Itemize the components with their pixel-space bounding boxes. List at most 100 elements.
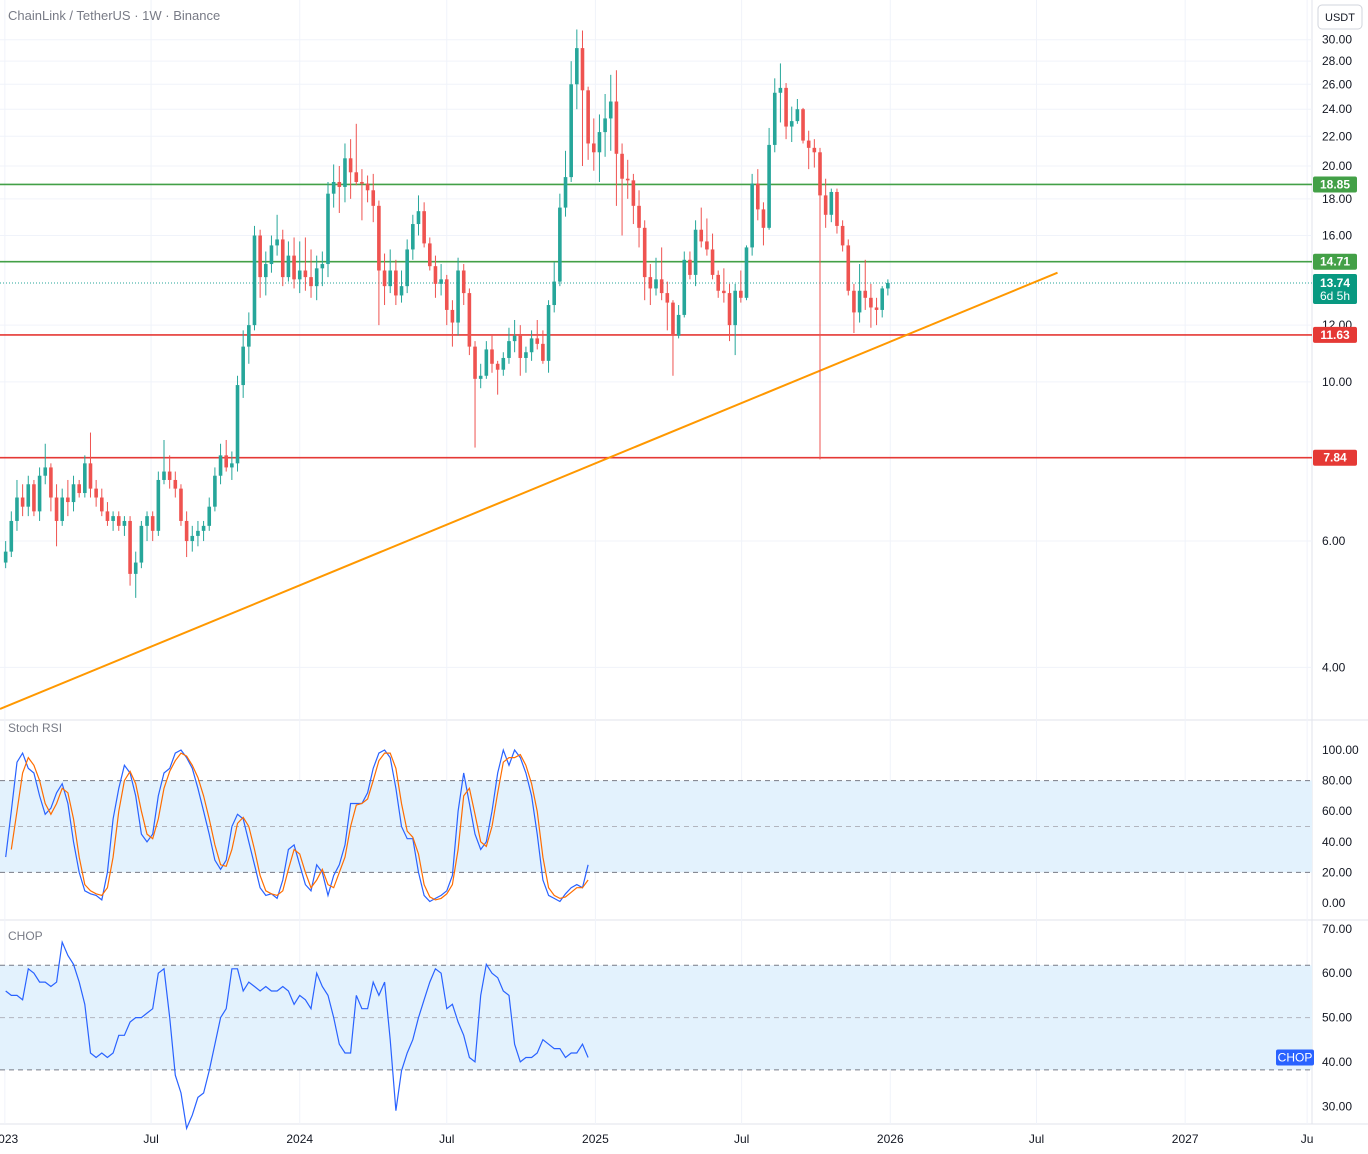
candle[interactable]	[20, 484, 25, 517]
candle[interactable]	[665, 281, 670, 331]
candle[interactable]	[247, 312, 251, 364]
candle[interactable]	[806, 130, 811, 170]
candle[interactable]	[733, 283, 737, 356]
candle[interactable]	[541, 330, 545, 364]
candle[interactable]	[111, 511, 115, 531]
candle[interactable]	[303, 237, 308, 291]
candle[interactable]	[26, 475, 31, 517]
stoch-d-line[interactable]	[10, 752, 589, 901]
candle[interactable]	[269, 235, 274, 273]
candle[interactable]	[744, 245, 749, 301]
candle[interactable]	[597, 114, 602, 182]
candle[interactable]	[3, 541, 8, 569]
candle[interactable]	[9, 511, 14, 558]
candle[interactable]	[846, 239, 851, 296]
candle[interactable]	[433, 255, 438, 298]
candle[interactable]	[156, 471, 161, 536]
candle[interactable]	[371, 173, 376, 223]
candle[interactable]	[388, 249, 393, 294]
candle[interactable]	[784, 83, 788, 140]
candle[interactable]	[83, 455, 87, 498]
candle[interactable]	[580, 30, 585, 167]
candle[interactable]	[761, 202, 766, 246]
candle[interactable]	[320, 251, 325, 287]
candle[interactable]	[812, 139, 817, 168]
candle[interactable]	[405, 239, 409, 294]
candle[interactable]	[450, 300, 455, 347]
candle[interactable]	[778, 63, 783, 123]
candle[interactable]	[377, 200, 381, 326]
candle[interactable]	[15, 479, 19, 531]
candle[interactable]	[331, 164, 336, 208]
candle[interactable]	[88, 432, 93, 498]
candle[interactable]	[139, 520, 144, 569]
candle[interactable]	[693, 220, 698, 287]
candle[interactable]	[524, 346, 528, 373]
candle[interactable]	[326, 181, 330, 278]
price-axis[interactable]: 4.006.0010.0012.0016.0018.0020.0022.0024…	[1276, 33, 1359, 1114]
candle[interactable]	[501, 352, 506, 376]
candle[interactable]	[286, 241, 291, 282]
candle[interactable]	[507, 327, 511, 364]
candle[interactable]	[755, 169, 760, 221]
candle[interactable]	[77, 479, 81, 498]
candle[interactable]	[750, 173, 754, 256]
candle[interactable]	[411, 214, 415, 260]
candles[interactable]	[3, 29, 890, 598]
candle[interactable]	[625, 159, 630, 199]
candle[interactable]	[789, 106, 794, 143]
candle[interactable]	[688, 251, 692, 280]
candle[interactable]	[218, 443, 223, 485]
candle[interactable]	[309, 249, 313, 298]
candle[interactable]	[591, 118, 596, 171]
candle[interactable]	[399, 270, 404, 303]
candle[interactable]	[201, 520, 206, 542]
candle[interactable]	[292, 237, 296, 289]
candle[interactable]	[94, 479, 98, 507]
candle[interactable]	[71, 475, 76, 512]
candle[interactable]	[739, 270, 743, 303]
candle[interactable]	[337, 166, 342, 213]
candle[interactable]	[705, 218, 709, 256]
candle[interactable]	[224, 439, 229, 472]
candle[interactable]	[473, 341, 477, 448]
candle[interactable]	[546, 300, 551, 373]
candle[interactable]	[767, 127, 771, 230]
candle[interactable]	[167, 455, 172, 489]
candle[interactable]	[642, 220, 647, 301]
currency-button[interactable]: USDT	[1317, 4, 1363, 30]
candle[interactable]	[699, 207, 704, 248]
candle[interactable]	[43, 443, 48, 485]
candle[interactable]	[575, 29, 579, 110]
candle[interactable]	[676, 305, 681, 339]
candle[interactable]	[439, 264, 443, 296]
candle[interactable]	[563, 150, 568, 217]
candle[interactable]	[620, 143, 624, 236]
candle[interactable]	[478, 363, 483, 389]
candle[interactable]	[184, 511, 189, 558]
candle[interactable]	[382, 253, 387, 306]
candle[interactable]	[49, 463, 53, 512]
candle[interactable]	[280, 229, 285, 287]
candle[interactable]	[105, 502, 110, 526]
candle[interactable]	[710, 233, 715, 280]
candle[interactable]	[230, 451, 234, 480]
candle[interactable]	[32, 479, 36, 517]
candle[interactable]	[614, 70, 619, 206]
candle[interactable]	[716, 270, 721, 298]
candle[interactable]	[179, 484, 183, 526]
candle[interactable]	[416, 195, 421, 236]
candle[interactable]	[427, 237, 432, 271]
candle[interactable]	[586, 86, 590, 160]
candle[interactable]	[461, 264, 466, 306]
trendline[interactable]	[0, 271, 1058, 710]
candle[interactable]	[671, 300, 675, 376]
candle[interactable]	[173, 471, 178, 498]
candle[interactable]	[801, 107, 805, 144]
candle[interactable]	[54, 484, 59, 547]
candle[interactable]	[456, 257, 460, 336]
candle[interactable]	[869, 283, 873, 328]
chop-pane[interactable]	[5, 939, 589, 1131]
candle[interactable]	[603, 94, 607, 157]
